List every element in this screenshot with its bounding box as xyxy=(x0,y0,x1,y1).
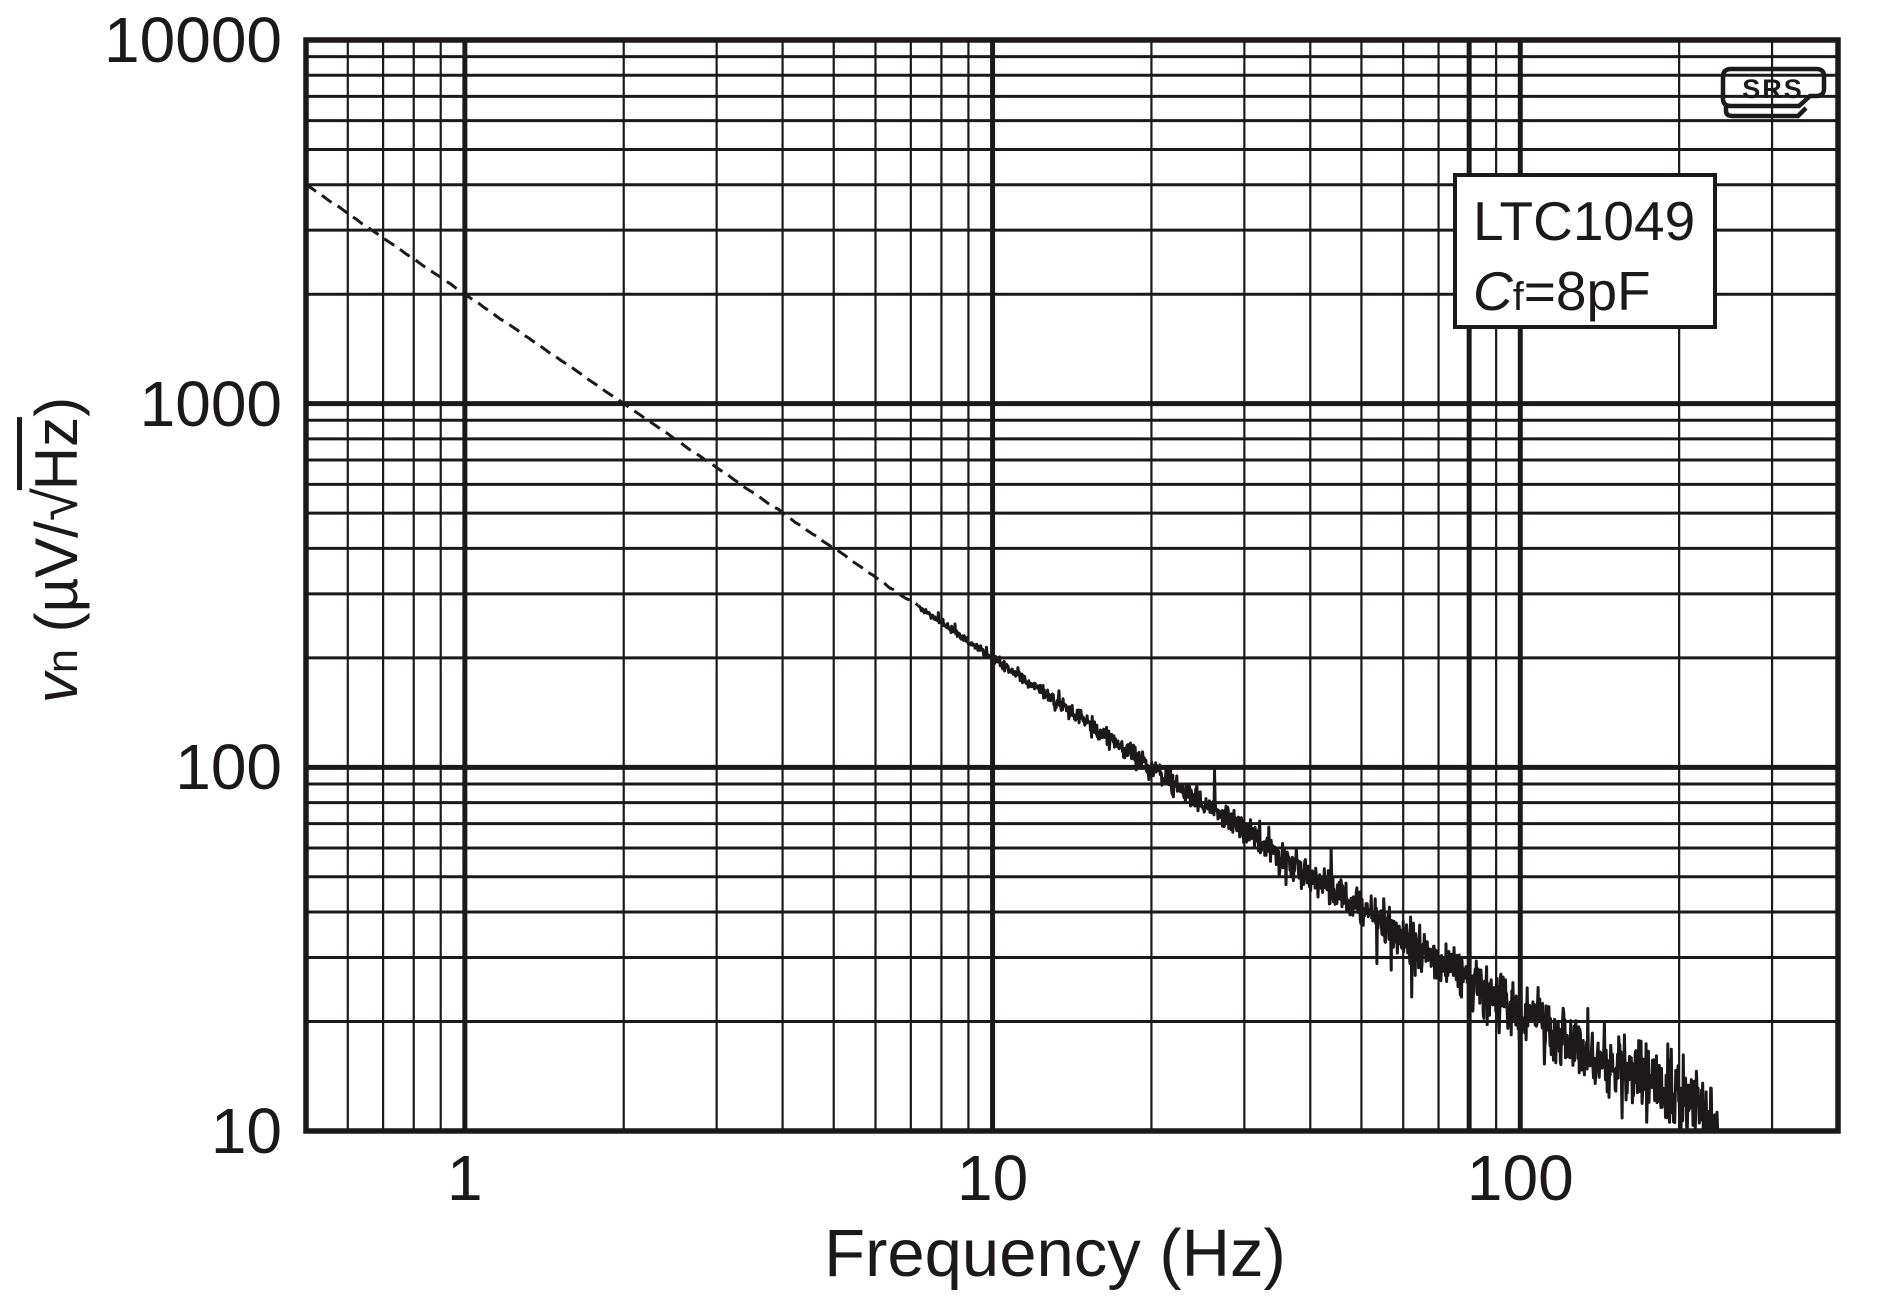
srs-logo-underline xyxy=(1723,106,1808,119)
x-axis-title: Frequency (Hz) xyxy=(824,1216,1286,1291)
legend-box: LTC1049 Cf=8pF xyxy=(1453,173,1717,329)
y-tick-label-10000: 10000 xyxy=(104,4,282,76)
legend-line-1: LTC1049 xyxy=(1473,190,1696,252)
noise-curve-dashed-segment xyxy=(305,183,919,606)
srs-logo-outline xyxy=(1720,66,1827,109)
unit-open: (µV/ xyxy=(23,521,90,650)
x-tick-label-10: 10 xyxy=(956,1142,1029,1214)
noise-curve xyxy=(916,604,1720,1130)
x-tick-label-1: 1 xyxy=(447,1142,483,1214)
x-tick-label-100: 100 xyxy=(1466,1142,1574,1214)
plot-border xyxy=(303,37,1841,1134)
legend-value-text: =8pF xyxy=(1523,259,1651,322)
srs-logo-text: SRS xyxy=(1742,74,1804,104)
x-minor-gridlines xyxy=(346,40,1774,1131)
v-symbol: v xyxy=(23,673,90,704)
y-tick-label-10: 10 xyxy=(210,1095,282,1167)
f-subscript: f xyxy=(1512,274,1524,319)
sqrt-symbol: √ xyxy=(23,490,90,522)
legend-line-2: Cf=8pF xyxy=(1473,257,1713,327)
c-symbol: C xyxy=(1473,259,1513,322)
y-tick-label-1000: 1000 xyxy=(139,367,282,440)
n-subscript: n xyxy=(39,649,87,674)
y-major-gridlines xyxy=(306,401,1838,770)
y-axis-title: vn (µV/√Hz) xyxy=(17,397,90,703)
y-tick-label-100: 100 xyxy=(175,731,282,804)
srs-logo: SRS xyxy=(1720,66,1827,119)
